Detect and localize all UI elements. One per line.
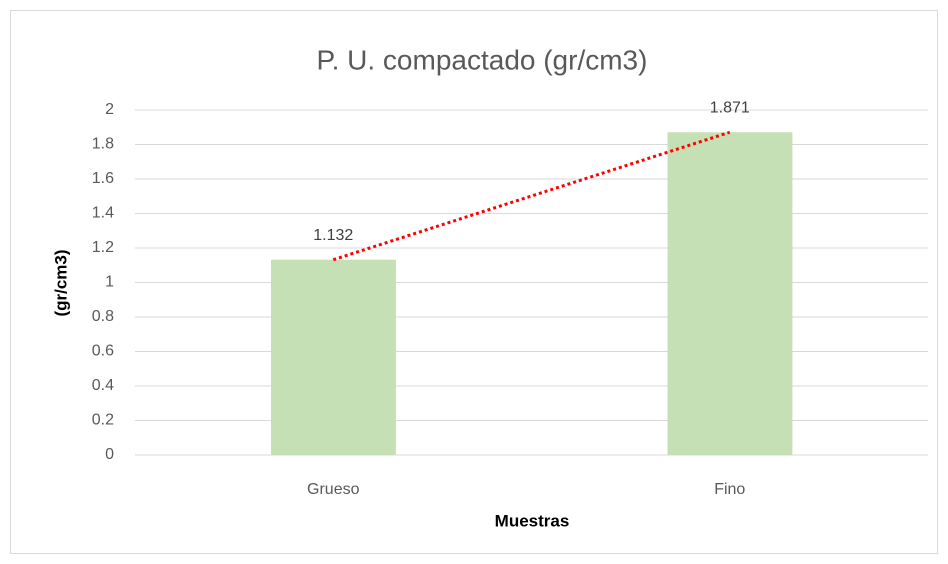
y-axis-title: (gr/cm3): [51, 249, 70, 316]
data-label: 1.132: [313, 227, 353, 244]
y-tick-label: 1.6: [92, 170, 114, 187]
data-label: 1.871: [710, 99, 750, 116]
y-tick-label: 1.4: [92, 205, 114, 222]
chart-title: P. U. compactado (gr/cm3): [317, 44, 648, 75]
y-tick-label: 0.2: [92, 412, 114, 429]
y-tick-label: 0: [105, 446, 114, 463]
y-tick-label: 1: [105, 274, 114, 291]
y-tick-label: 1.2: [92, 239, 114, 256]
bar: [667, 132, 793, 455]
y-tick-label: 0.8: [92, 308, 114, 325]
y-tick-label: 0.6: [92, 343, 114, 360]
x-tick-label: Grueso: [307, 481, 360, 498]
x-tick-label: Fino: [714, 481, 745, 498]
x-axis-title: Muestras: [495, 511, 570, 530]
y-tick-label: 0.4: [92, 377, 114, 394]
bar: [270, 259, 396, 455]
y-tick-label: 1.8: [92, 136, 114, 153]
y-tick-label: 2: [105, 101, 114, 118]
